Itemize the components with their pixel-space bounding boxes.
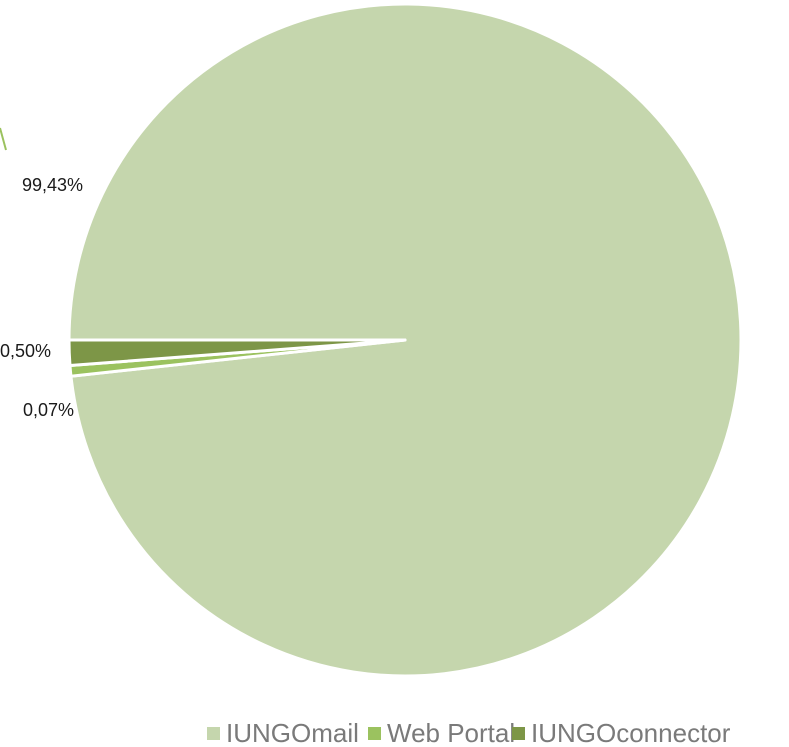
data-labels: 99,43% 0,07% 0,50% — [0, 127, 83, 420]
legend-swatch-iungoconnector — [512, 727, 525, 740]
leader-line — [0, 127, 7, 151]
pie-slice-iungoconnector — [67, 338, 407, 368]
data-label-web-portal: 0,07% — [23, 400, 74, 420]
legend: IUNGOmail Web Portal IUNGOconnector — [207, 718, 731, 747]
legend-swatch-web-portal — [368, 727, 381, 740]
legend-label-iungomail: IUNGOmail — [226, 718, 359, 747]
data-label-iungomail: 99,43% — [22, 175, 83, 195]
data-label-iungoconnector: 0,50% — [0, 341, 51, 361]
legend-label-iungoconnector: IUNGOconnector — [531, 718, 731, 747]
pie-slices — [67, 2, 743, 678]
legend-label-web-portal: Web Portal — [387, 718, 515, 747]
legend-swatch-iungomail — [207, 727, 220, 740]
legend-item-iungomail: IUNGOmail — [207, 718, 359, 747]
legend-item-web-portal: Web Portal — [368, 718, 515, 747]
legend-item-iungoconnector: IUNGOconnector — [512, 718, 731, 747]
